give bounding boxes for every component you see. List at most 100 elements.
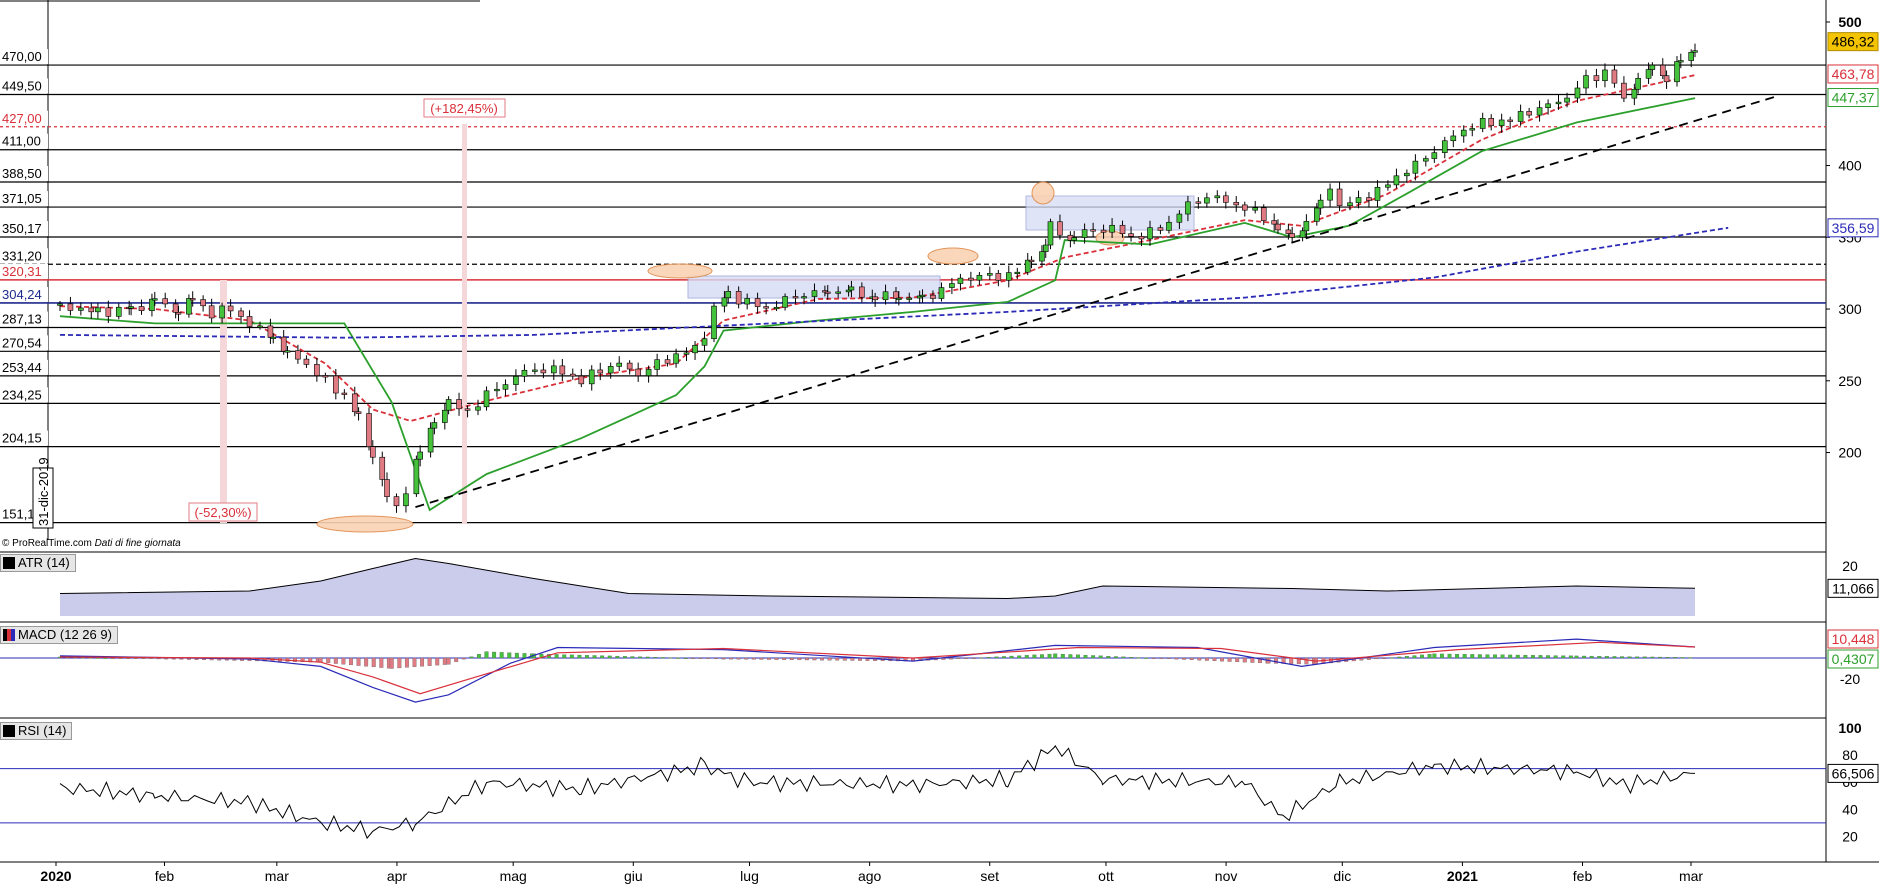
atr-value-tag-bg bbox=[1827, 578, 1879, 598]
macd-hist-bar bbox=[1083, 654, 1088, 659]
rsi-pane-label[interactable]: RSI (14) bbox=[0, 722, 73, 740]
macd-hist-bar bbox=[638, 656, 643, 659]
y-tick-label: 200 bbox=[1838, 445, 1862, 461]
macd-hist-bar bbox=[404, 657, 409, 668]
macd-hist-bar bbox=[492, 651, 497, 659]
candle-body bbox=[513, 376, 519, 385]
level-label-bg bbox=[0, 387, 48, 403]
candle-body bbox=[1574, 87, 1581, 99]
macd-hist-bar bbox=[1589, 655, 1594, 659]
macd-label: MACD (12 26 9) bbox=[18, 627, 112, 642]
macd-hist-bar bbox=[141, 657, 146, 659]
candle-body bbox=[1545, 103, 1551, 108]
candle-body bbox=[88, 307, 95, 313]
macd-hist-bar bbox=[149, 657, 153, 659]
macd-hist-bar bbox=[842, 657, 847, 661]
loss-label: (-52,30%) bbox=[194, 505, 251, 520]
level-label-bg bbox=[0, 133, 48, 149]
macd-hist-bar bbox=[1382, 657, 1387, 659]
macd-hist-bar bbox=[1235, 657, 1240, 663]
candle-body bbox=[219, 305, 225, 319]
rsi-color-swatch bbox=[3, 725, 15, 737]
macd-hist-bar bbox=[1412, 655, 1417, 659]
candle-body bbox=[189, 298, 196, 301]
x-tick-label: 2020 bbox=[40, 868, 71, 884]
macd-hist-bar bbox=[653, 657, 658, 659]
macd-hist-bar bbox=[569, 654, 574, 659]
macd-hist-bar bbox=[1477, 654, 1482, 659]
candle-body bbox=[1204, 197, 1210, 204]
candle-body bbox=[115, 306, 122, 317]
macd-hist-bar bbox=[1039, 654, 1044, 659]
candle-body bbox=[1289, 233, 1295, 238]
macd-hist-bar bbox=[774, 657, 779, 660]
candle-body bbox=[1517, 111, 1524, 122]
macd-hist-bar bbox=[1462, 654, 1467, 659]
candle-body bbox=[801, 296, 807, 299]
macd-hist-bar bbox=[514, 652, 519, 659]
macd-hist-bar bbox=[293, 657, 298, 662]
macd-hist-bar bbox=[341, 657, 346, 665]
drawdown-band bbox=[220, 280, 227, 523]
candle-body bbox=[1336, 188, 1343, 207]
candle-body bbox=[551, 365, 557, 374]
candle-body bbox=[782, 296, 788, 308]
level-label: 331,20 bbox=[2, 248, 42, 263]
vertical-date-label: 31-dic-2019 bbox=[36, 457, 51, 526]
macd-hist-bar bbox=[1485, 654, 1490, 659]
candle-body bbox=[744, 298, 750, 305]
macd-hist-bar bbox=[1002, 656, 1006, 659]
candle-body bbox=[919, 294, 926, 297]
candle-body bbox=[1147, 227, 1153, 240]
macd-hist-bar bbox=[607, 655, 612, 659]
candle-body bbox=[1404, 172, 1410, 177]
candle-body bbox=[1090, 229, 1096, 232]
macd-hist-bar bbox=[484, 651, 489, 659]
macd-hist-bar bbox=[1017, 655, 1022, 659]
candle-body bbox=[872, 296, 878, 301]
candle-body bbox=[1109, 224, 1115, 233]
macd-hist-bar bbox=[592, 655, 597, 659]
macd-hist-bar bbox=[1174, 657, 1179, 660]
macd-hist-bar bbox=[349, 657, 353, 666]
x-tick-label: lug bbox=[740, 868, 759, 884]
candle-body bbox=[369, 446, 376, 458]
macd-hist-bar bbox=[1508, 654, 1513, 659]
macd-hist-bar bbox=[1673, 657, 1678, 659]
macd-value-tag: 10,448 bbox=[1832, 631, 1875, 647]
candle-body bbox=[1138, 236, 1145, 240]
candle-body bbox=[1275, 223, 1281, 231]
macd-hist-bar bbox=[1680, 657, 1685, 659]
candle-body bbox=[859, 286, 865, 298]
macd-hist-bar bbox=[1296, 657, 1301, 665]
candle-body bbox=[1042, 244, 1049, 252]
price-tag-label: 356,59 bbox=[1832, 220, 1875, 236]
candle-body bbox=[1057, 221, 1063, 236]
macd-hist-bar bbox=[971, 657, 976, 659]
macd-hist-bar bbox=[949, 657, 953, 660]
rally-band bbox=[462, 124, 467, 524]
macd-hist-bar bbox=[850, 657, 855, 661]
overlay-series-line bbox=[59, 97, 1696, 512]
macd-hist-bar bbox=[820, 657, 825, 661]
level-label-bg bbox=[0, 49, 48, 65]
candle-body bbox=[1157, 227, 1164, 231]
x-tick-label: ago bbox=[858, 868, 882, 884]
atr-color-swatch bbox=[3, 557, 15, 569]
price-tag-bg bbox=[1827, 64, 1879, 84]
candle-body bbox=[896, 297, 902, 300]
macd-hist-bar bbox=[379, 657, 384, 668]
candle-body bbox=[559, 365, 566, 375]
candle-body bbox=[1214, 195, 1221, 199]
candle-body bbox=[1498, 119, 1505, 126]
candle-body bbox=[1252, 207, 1259, 211]
macd-hist-bar bbox=[156, 657, 161, 660]
candle-body bbox=[1303, 221, 1310, 232]
level-label: 320,31 bbox=[2, 264, 42, 279]
atr-pane-label[interactable]: ATR (14) bbox=[0, 554, 76, 572]
candle-body bbox=[138, 306, 145, 312]
macd-hist-bar bbox=[827, 657, 832, 661]
macd-hist-bar bbox=[1129, 657, 1133, 659]
macd-hist-bar bbox=[300, 657, 305, 662]
macd-pane-label[interactable]: MACD (12 26 9) bbox=[0, 626, 118, 644]
